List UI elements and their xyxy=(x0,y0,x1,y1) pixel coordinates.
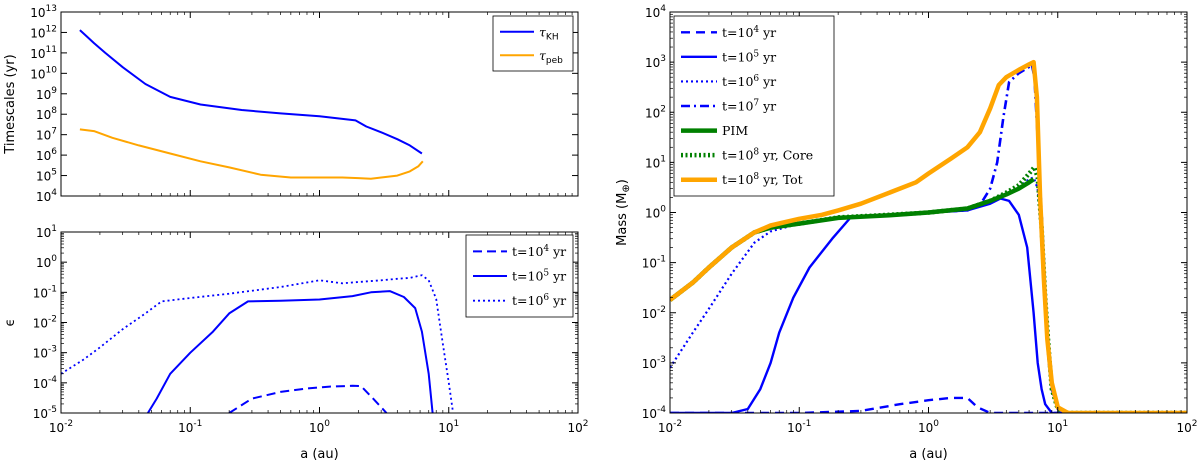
y-tick-label: 10-3 xyxy=(33,345,57,361)
series-line-0 xyxy=(670,396,1187,413)
series-line-4 xyxy=(670,177,1035,302)
series-group xyxy=(670,59,1187,413)
legend-label-5: t=108 yr, Core xyxy=(722,148,813,163)
y-tick-label: 102 xyxy=(645,104,666,120)
series-line-0 xyxy=(228,384,388,413)
y-axis-title: ϵ xyxy=(3,319,18,327)
x-tick-label: 101 xyxy=(1047,419,1068,435)
legend: τKH τpeb xyxy=(492,15,574,72)
y-tick-label: 104 xyxy=(36,188,57,204)
legend-label-0: t=104 yr xyxy=(512,244,566,259)
series-line-2 xyxy=(61,274,454,413)
x-tick-label: 101 xyxy=(438,419,459,435)
y-tick-label: 10-1 xyxy=(642,255,666,271)
series-line-6 xyxy=(670,59,1187,413)
x-tick-label: 102 xyxy=(567,419,588,435)
legend-label-6: t=108 yr, Tot xyxy=(722,172,803,187)
legend-label-1: τpeb xyxy=(539,48,563,66)
y-tick-label: 101 xyxy=(645,154,666,170)
x-axis-title: a (au) xyxy=(300,447,338,462)
y-axis-title: Mass (M⊕) xyxy=(615,179,632,246)
panel-timescales: 104 105 106 107 108 109 1010 1011 1012 1013 Timesc… xyxy=(3,4,579,204)
x-tick-label: 100 xyxy=(309,419,330,435)
x-tick-label: 10-1 xyxy=(178,419,202,435)
y-tick-label: 105 xyxy=(36,168,57,184)
legend-label-4: PIM xyxy=(722,123,748,138)
legend-label-3: t=107 yr xyxy=(722,99,776,114)
y-tick-label: 1010 xyxy=(30,65,57,81)
y-tick-label: 106 xyxy=(36,147,57,163)
y-tick-label: 10-4 xyxy=(33,375,58,391)
series-line-5 xyxy=(670,164,1187,413)
y-tick-label: 1011 xyxy=(30,45,57,61)
y-tick-label: 107 xyxy=(36,127,57,143)
y-tick-label: 10-3 xyxy=(642,355,666,371)
panel-epsilon: 10-5 10-4 10-3 10-2 10-1 100 101 10-2 10-1 100 101… xyxy=(3,224,589,462)
x-tick-label: 102 xyxy=(1176,419,1197,435)
y-tick-label: 10-2 xyxy=(33,315,57,331)
legend-frame xyxy=(492,15,574,72)
y-tick-label: 109 xyxy=(36,86,57,102)
y-tick-label: 101 xyxy=(36,224,57,240)
y-tick-label: 1012 xyxy=(30,24,57,40)
x-axis-title: a (au) xyxy=(909,447,947,462)
legend-label-1: t=105 yr xyxy=(722,49,776,64)
y-tick-label: 10-5 xyxy=(33,405,57,421)
y-tick-label: 104 xyxy=(645,4,666,20)
y-tick-label: 100 xyxy=(645,205,666,221)
legend-label-1: t=105 yr xyxy=(512,269,566,284)
legend-label-2: t=106 yr xyxy=(722,74,776,89)
y-tick-label: 108 xyxy=(36,106,57,122)
series-line-1 xyxy=(670,197,1187,413)
legend: t=104 yr t=105 yr t=106 yr xyxy=(465,234,574,318)
y-tick-label: 10-4 xyxy=(642,405,667,421)
legend-label-2: t=106 yr xyxy=(512,293,566,308)
x-tick-label: 10-1 xyxy=(787,419,811,435)
y-tick-label: 1013 xyxy=(30,4,57,20)
series-line-0 xyxy=(79,29,423,155)
legend-label-0: t=104 yr xyxy=(722,25,776,40)
x-tick-label: 10-2 xyxy=(49,419,73,435)
series-group xyxy=(61,274,454,413)
x-tick-label: 100 xyxy=(918,419,939,435)
y-tick-label: 10-1 xyxy=(33,284,57,300)
legend: t=104 yr t=105 yr t=106 yr t=107 yr PIM t=108… xyxy=(673,15,835,197)
y-tick-label: 10-2 xyxy=(642,305,666,321)
y-tick-label: 103 xyxy=(645,54,666,70)
series-group xyxy=(79,29,424,180)
panel-mass: 10-4 10-3 10-2 10-1 100 101 102 103 104 10-2 10-1 1… xyxy=(615,4,1198,462)
x-tick-label: 10-2 xyxy=(658,419,682,435)
y-tick-label: 100 xyxy=(36,254,57,270)
legend-label-0: τKH xyxy=(539,24,559,42)
series-line-1 xyxy=(79,128,424,180)
y-axis-title: Timescales (yr) xyxy=(3,54,18,154)
series-line-1 xyxy=(147,290,434,413)
